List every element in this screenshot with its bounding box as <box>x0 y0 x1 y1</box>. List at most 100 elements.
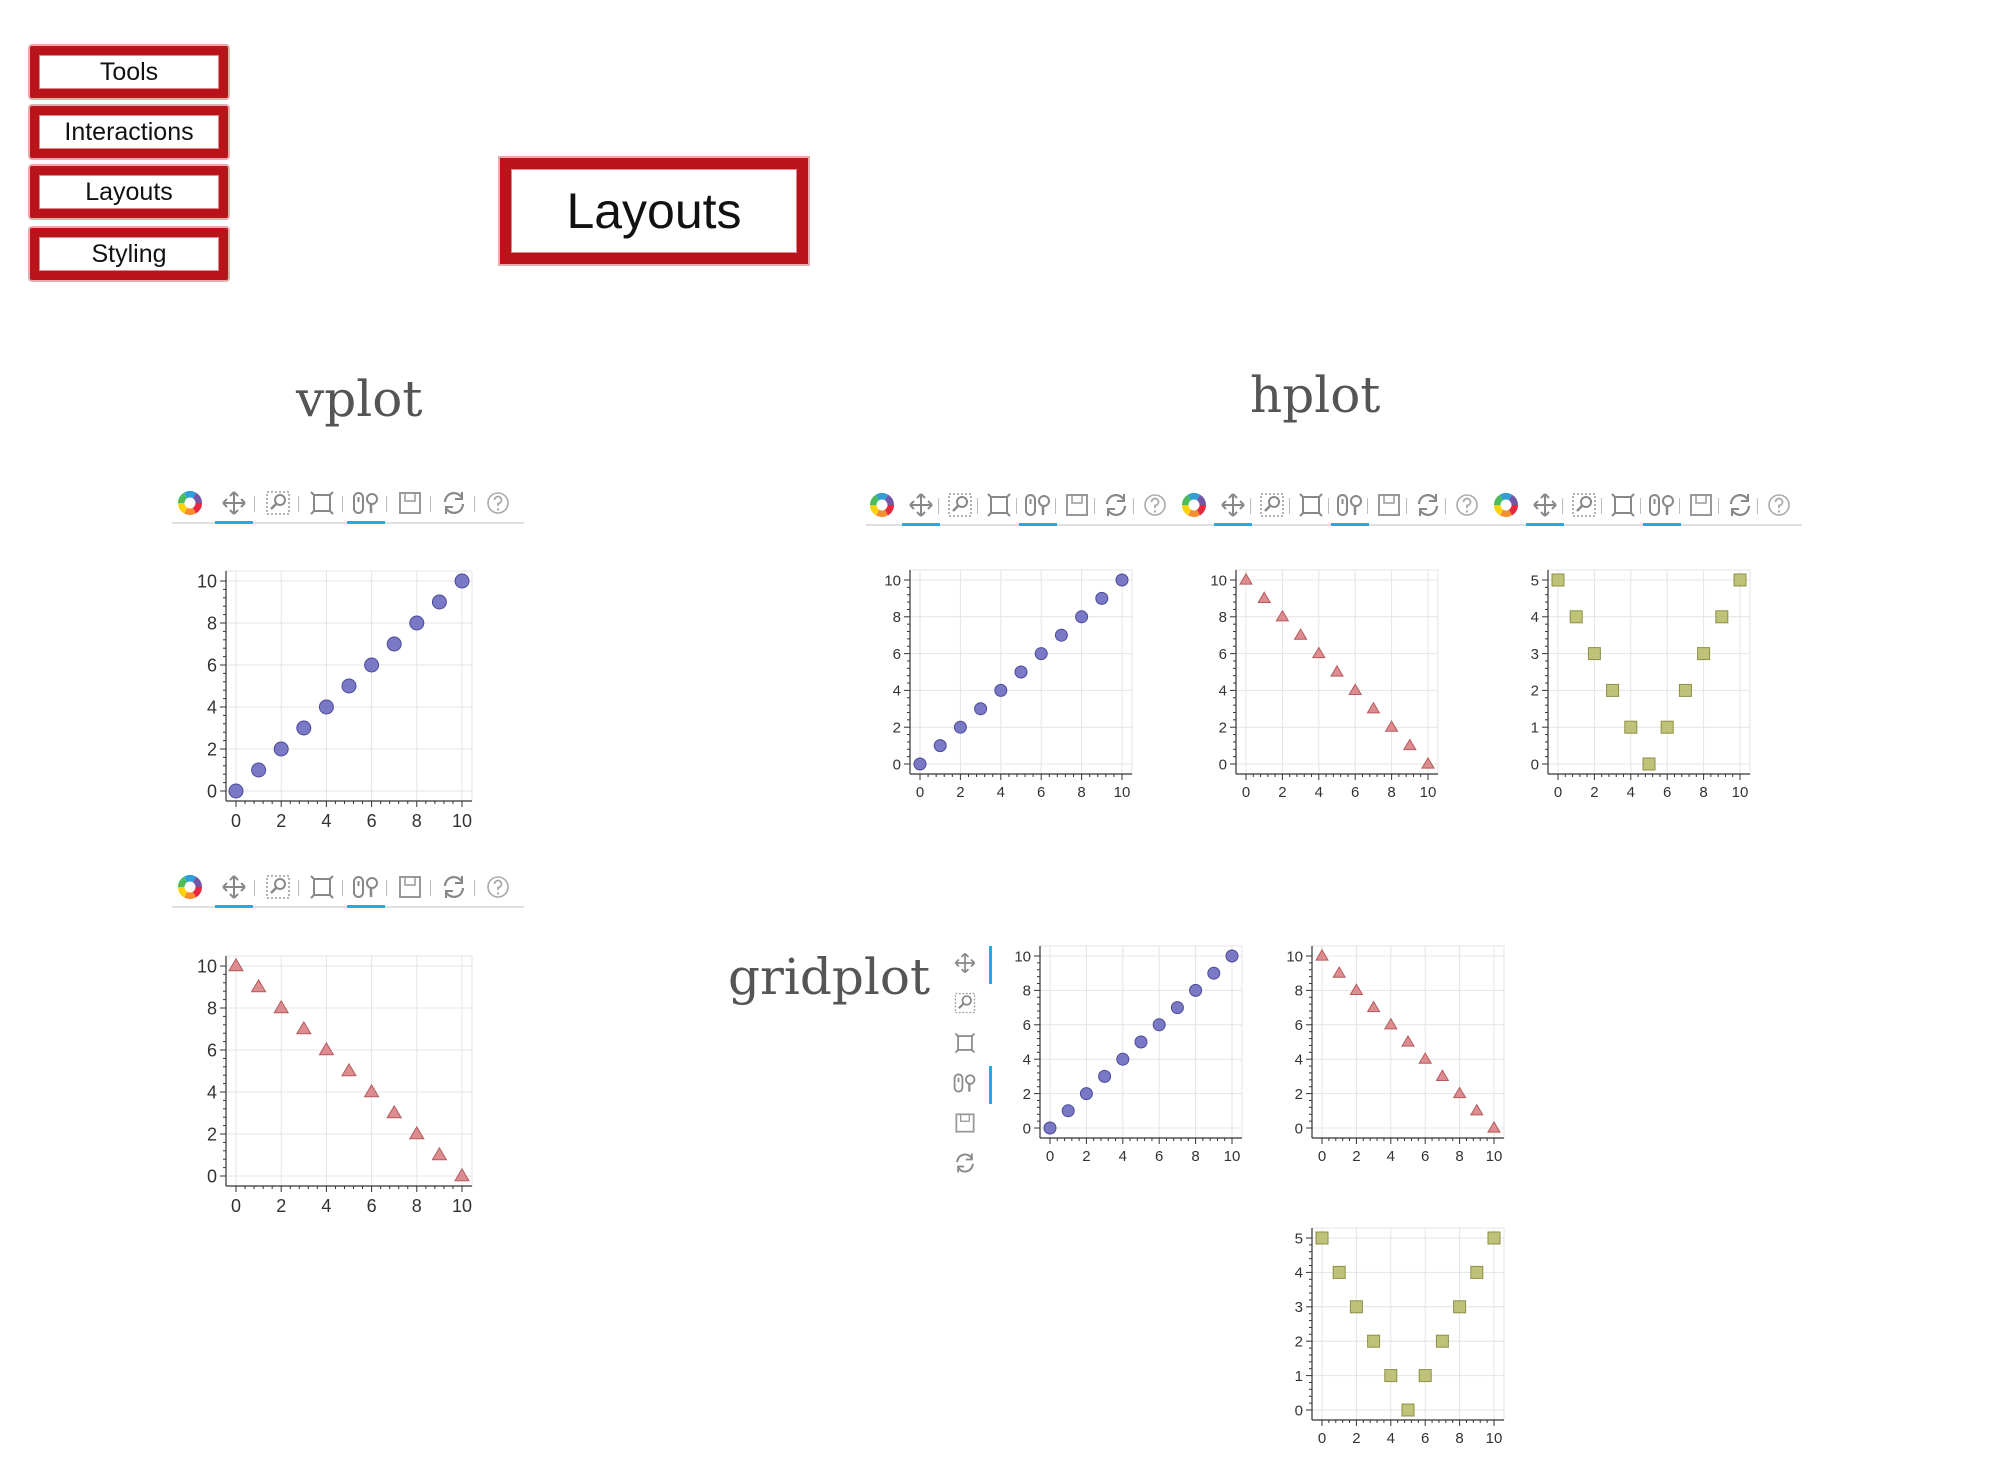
reset-tool-button[interactable] <box>439 488 469 518</box>
data-point-triangle <box>431 1146 448 1161</box>
toolbar-separator <box>1367 498 1368 514</box>
data-point-triangle <box>1239 572 1253 585</box>
toolbar-separator <box>1718 498 1719 514</box>
data-point-circle <box>953 720 967 734</box>
box-zoom-tool-button[interactable] <box>945 490 975 520</box>
bokeh-logo-tool-button[interactable] <box>175 872 205 902</box>
reset-tool-button[interactable] <box>1413 490 1443 520</box>
bokeh-logo-tool-button[interactable] <box>1491 490 1521 520</box>
x-tick-label: 10 <box>1732 784 1749 801</box>
x-tick-label: 8 <box>1077 784 1085 801</box>
reset-tool-button[interactable] <box>1725 490 1755 520</box>
resize-icon <box>954 1032 976 1054</box>
save-tool-button[interactable] <box>395 488 425 518</box>
pan-tool-button[interactable] <box>952 946 992 984</box>
box-zoom-icon <box>266 875 290 899</box>
y-tick-label: 10 <box>884 572 901 589</box>
y-tick-label: 2 <box>207 739 217 759</box>
wheel-zoom-tool-button[interactable] <box>347 488 385 524</box>
resize-tool-button[interactable] <box>1296 490 1326 520</box>
pan-tool-button[interactable] <box>215 872 253 908</box>
nav-button-interactions[interactable]: Interactions <box>30 106 228 158</box>
help-tool-button[interactable] <box>1452 490 1482 520</box>
pan-tool-button[interactable] <box>1525 490 1564 526</box>
save-tool-button[interactable] <box>1686 490 1716 520</box>
reset-tool-button[interactable] <box>439 872 469 902</box>
help-tool-button[interactable] <box>1140 490 1170 520</box>
wheel-zoom-tool-button[interactable] <box>1642 490 1681 526</box>
hplot-triangle-plot[interactable]: 0 2 4 6 8 10 0 2 4 6 8 10 <box>1196 564 1446 806</box>
data-point-circle <box>994 683 1008 697</box>
toolbar-separator <box>1640 498 1641 514</box>
box-zoom-tool-button[interactable] <box>263 872 293 902</box>
bokeh-logo-tool-button[interactable] <box>1179 490 1209 520</box>
x-tick-label: 10 <box>1420 784 1437 801</box>
y-tick-label: 4 <box>207 1082 217 1102</box>
resize-icon <box>1610 493 1635 517</box>
box-zoom-tool-button[interactable] <box>1569 490 1599 520</box>
x-tick-label: 8 <box>1455 1148 1463 1165</box>
reset-icon <box>1417 494 1438 516</box>
y-tick-label: 8 <box>207 613 217 633</box>
toolbar-separator <box>1094 498 1095 514</box>
save-tool-button[interactable] <box>395 872 425 902</box>
resize-icon <box>310 875 334 899</box>
wheel-zoom-tool-button[interactable] <box>1330 490 1369 526</box>
nav-button-tools[interactable]: Tools <box>30 46 228 98</box>
nav-button-layouts[interactable]: Layouts <box>30 166 228 218</box>
help-tool-button[interactable] <box>483 872 513 902</box>
wheel-zoom-tool-button[interactable] <box>1018 490 1057 526</box>
help-tool-button[interactable] <box>483 488 513 518</box>
bokeh-logo-tool-button[interactable] <box>867 490 897 520</box>
data-point-triangle <box>1366 701 1381 714</box>
section-label-hplot: hplot <box>1250 366 1381 424</box>
pan-icon <box>1220 493 1245 517</box>
toolbar-separator <box>298 496 299 512</box>
data-point-circle <box>1095 591 1109 605</box>
bokeh-logo-icon <box>869 493 894 517</box>
pan-tool-button[interactable] <box>901 490 940 526</box>
pan-tool-button[interactable] <box>1213 490 1252 526</box>
wheel-zoom-tool-button[interactable] <box>347 872 385 908</box>
resize-tool-button[interactable] <box>1608 490 1638 520</box>
hplot-circle-plot[interactable]: 0 2 4 6 8 10 0 2 4 6 8 10 <box>870 564 1140 806</box>
resize-tool-button[interactable] <box>952 1030 982 1060</box>
data-point-triangle <box>1402 738 1417 751</box>
box-zoom-tool-button[interactable] <box>1257 490 1287 520</box>
save-tool-button[interactable] <box>1374 490 1404 520</box>
y-tick-label: 6 <box>207 1040 217 1060</box>
wheel-zoom-tool-button[interactable] <box>952 1066 992 1104</box>
data-point-triangle <box>1487 1120 1501 1133</box>
save-tool-button[interactable] <box>952 1110 982 1140</box>
gridplot-triangle-plot[interactable]: 0 2 4 6 8 10 0 2 4 6 8 10 <box>1272 940 1512 1170</box>
data-point-circle <box>1152 1018 1166 1032</box>
toolbar-separator <box>430 496 431 512</box>
help-tool-button[interactable] <box>1764 490 1794 520</box>
x-tick-label: 8 <box>1191 1148 1199 1165</box>
data-point-triangle <box>1384 720 1399 732</box>
toolbar-separator <box>342 496 343 512</box>
reset-tool-button[interactable] <box>952 1150 982 1180</box>
y-tick-label: 8 <box>207 998 217 1018</box>
save-tool-button[interactable] <box>1062 490 1092 520</box>
gridplot-square-plot[interactable]: 0 2 4 6 8 10 0 1 2 3 4 5 <box>1272 1222 1512 1452</box>
box-zoom-tool-button[interactable] <box>263 488 293 518</box>
nav-button-styling[interactable]: Styling <box>30 228 228 280</box>
box-zoom-tool-button[interactable] <box>952 990 982 1020</box>
vplot-triangle-plot[interactable]: 0 2 4 6 8 10 0 2 4 6 8 10 <box>180 950 480 1222</box>
pan-tool-button[interactable] <box>215 488 253 524</box>
y-tick-label: 0 <box>1295 1120 1303 1137</box>
x-tick-label: 10 <box>452 1196 472 1216</box>
data-point-triangle <box>1366 1000 1381 1013</box>
resize-tool-button[interactable] <box>307 872 337 902</box>
resize-tool-button[interactable] <box>307 488 337 518</box>
data-point-triangle <box>1435 1069 1450 1081</box>
bokeh-logo-icon <box>178 491 202 515</box>
resize-tool-button[interactable] <box>984 490 1014 520</box>
vplot-circle-plot[interactable]: 0 2 4 6 8 10 0 2 4 6 8 10 <box>180 565 480 837</box>
hplot-square-plot[interactable]: 0 2 4 6 8 10 0 1 2 3 4 5 <box>1508 564 1758 806</box>
toolbar-separator <box>1055 498 1056 514</box>
gridplot-circle-plot[interactable]: 0 2 4 6 8 10 0 2 4 6 8 10 <box>1000 940 1250 1170</box>
reset-tool-button[interactable] <box>1101 490 1131 520</box>
bokeh-logo-tool-button[interactable] <box>175 488 205 518</box>
